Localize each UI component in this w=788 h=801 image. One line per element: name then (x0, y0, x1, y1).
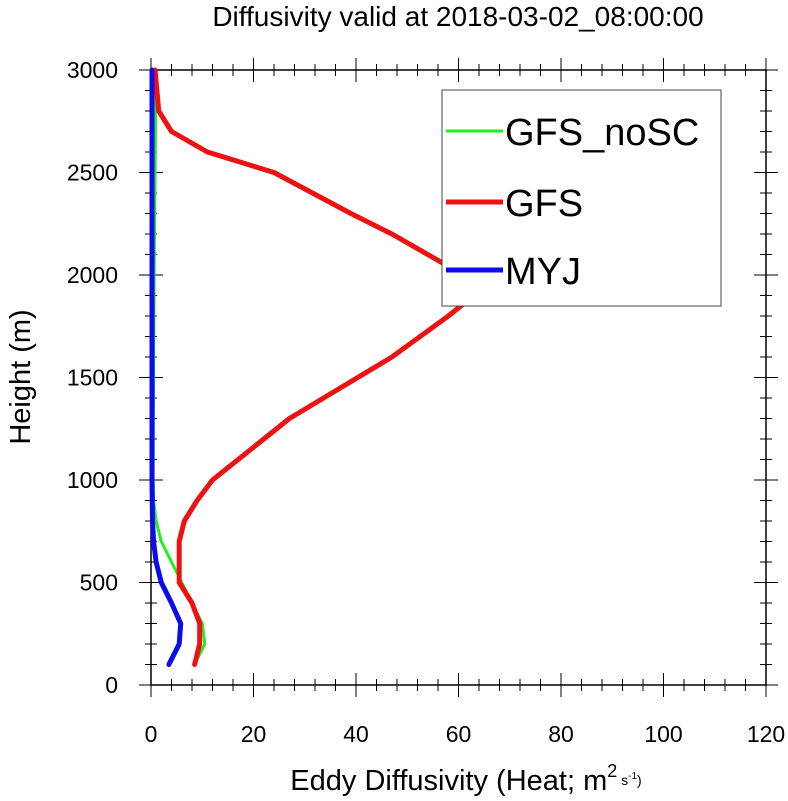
x-tick-label: 80 (548, 721, 574, 747)
x-axis-title-close: ) (637, 772, 642, 788)
y-axis-title: Height (m) (5, 309, 37, 444)
legend: GFS_noSC GFS MYJ (441, 89, 722, 307)
x-tick-label: 40 (343, 721, 369, 747)
y-tick-labels: 0 500 1000 1500 2000 2500 3000 (67, 57, 118, 698)
legend-label-myj: MYJ (505, 251, 581, 293)
y-tick-label: 2000 (67, 262, 118, 288)
x-axis-title-sup: 2 (607, 761, 617, 781)
x-tick-label: 60 (446, 721, 472, 747)
y-tick-label: 0 (105, 672, 118, 698)
chart-title: Diffusivity valid at 2018-03-02_08:00:00 (212, 1, 703, 32)
y-tick-label: 3000 (67, 57, 118, 83)
series-line-gfs (152, 67, 477, 667)
x-axis-title-main: Eddy Diffusivity (Heat; m (290, 765, 607, 797)
x-tick-label: 20 (241, 721, 267, 747)
series-line-myj (149, 67, 184, 667)
x-axis-title-unit-sup: -1 (628, 771, 637, 782)
x-tick-label: 120 (747, 721, 785, 747)
y-tick-label: 2500 (67, 160, 118, 186)
y-tick-label: 500 (80, 570, 118, 596)
x-tick-labels: 0 20 40 60 80 100 120 (145, 721, 786, 747)
y-tick-label: 1000 (67, 467, 118, 493)
legend-label-gfs-nosc: GFS_noSC (505, 112, 699, 154)
series-lines (149, 67, 477, 667)
x-axis-title-unit: s (617, 772, 628, 788)
legend-label-gfs: GFS (505, 183, 583, 225)
x-tick-label: 100 (644, 721, 682, 747)
y-tick-label: 1500 (67, 365, 118, 391)
x-tick-label: 0 (145, 721, 158, 747)
x-axis-title: Eddy Diffusivity (Heat; m2 s-1) (290, 761, 641, 797)
